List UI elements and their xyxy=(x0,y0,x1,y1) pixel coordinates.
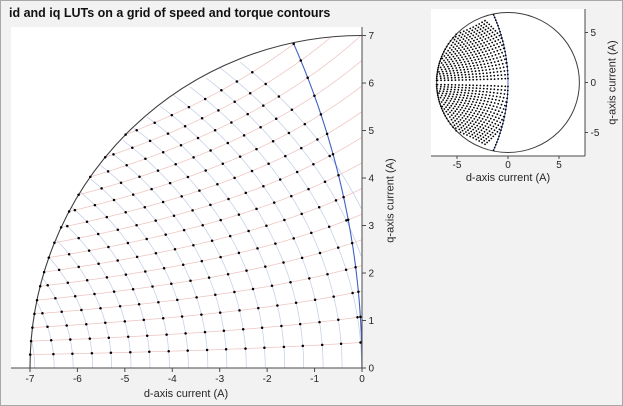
inset-xlabel: d-axis current (A) xyxy=(465,172,551,184)
svg-text:-3: -3 xyxy=(215,374,224,385)
svg-text:6: 6 xyxy=(369,79,375,90)
svg-text:0: 0 xyxy=(369,364,375,375)
svg-text:-1: -1 xyxy=(310,374,319,385)
svg-text:5: 5 xyxy=(369,126,375,137)
svg-text:-5: -5 xyxy=(120,374,129,385)
svg-text:1: 1 xyxy=(369,316,375,327)
svg-text:0: 0 xyxy=(591,78,597,89)
svg-text:5: 5 xyxy=(556,160,562,171)
main-chart-title: id and iq LUTs on a grid of speed and to… xyxy=(9,6,331,20)
inset-axes: -5 0 5 -5 0 5 xyxy=(431,9,600,171)
svg-text:2: 2 xyxy=(369,269,375,280)
svg-text:-7: -7 xyxy=(26,374,35,385)
svg-text:4: 4 xyxy=(369,174,375,185)
svg-text:0: 0 xyxy=(359,374,365,385)
svg-text:-2: -2 xyxy=(263,374,272,385)
svg-text:-5: -5 xyxy=(453,160,462,171)
inset-ylabel: q-axis current (A) xyxy=(606,40,619,125)
svg-text:0: 0 xyxy=(505,160,511,171)
svg-text:5: 5 xyxy=(591,28,597,39)
main-grid-dots xyxy=(28,42,362,356)
svg-text:-5: -5 xyxy=(591,128,600,139)
main-current-limit-arc xyxy=(29,34,362,368)
main-axes: -7 -6 -5 -4 -3 -2 -1 00 1 2 3 4 5 6 7 xyxy=(11,27,375,385)
main-xlabel: d-axis current (A) xyxy=(143,388,229,400)
main-ylabel: q-axis current (A) xyxy=(384,158,397,243)
svg-text:-6: -6 xyxy=(73,374,82,385)
main-plot xyxy=(11,27,362,368)
svg-text:-4: -4 xyxy=(168,374,177,385)
inset-grid-dots xyxy=(435,14,509,152)
inset-current-limit-circle xyxy=(436,12,580,153)
svg-text:7: 7 xyxy=(369,31,375,42)
inset-plot xyxy=(431,9,585,156)
svg-text:3: 3 xyxy=(369,221,375,232)
